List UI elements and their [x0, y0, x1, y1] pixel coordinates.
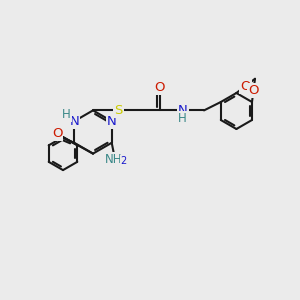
Text: O: O	[240, 80, 250, 93]
Text: H: H	[62, 108, 71, 121]
Text: 2: 2	[120, 155, 127, 166]
Text: O: O	[52, 127, 62, 140]
Text: S: S	[114, 104, 123, 117]
Text: H: H	[178, 112, 187, 125]
Text: O: O	[248, 84, 259, 98]
Text: O: O	[154, 81, 165, 94]
Text: NH: NH	[105, 153, 123, 166]
Text: N: N	[107, 115, 117, 128]
Text: N: N	[178, 104, 188, 117]
Text: N: N	[69, 115, 79, 128]
